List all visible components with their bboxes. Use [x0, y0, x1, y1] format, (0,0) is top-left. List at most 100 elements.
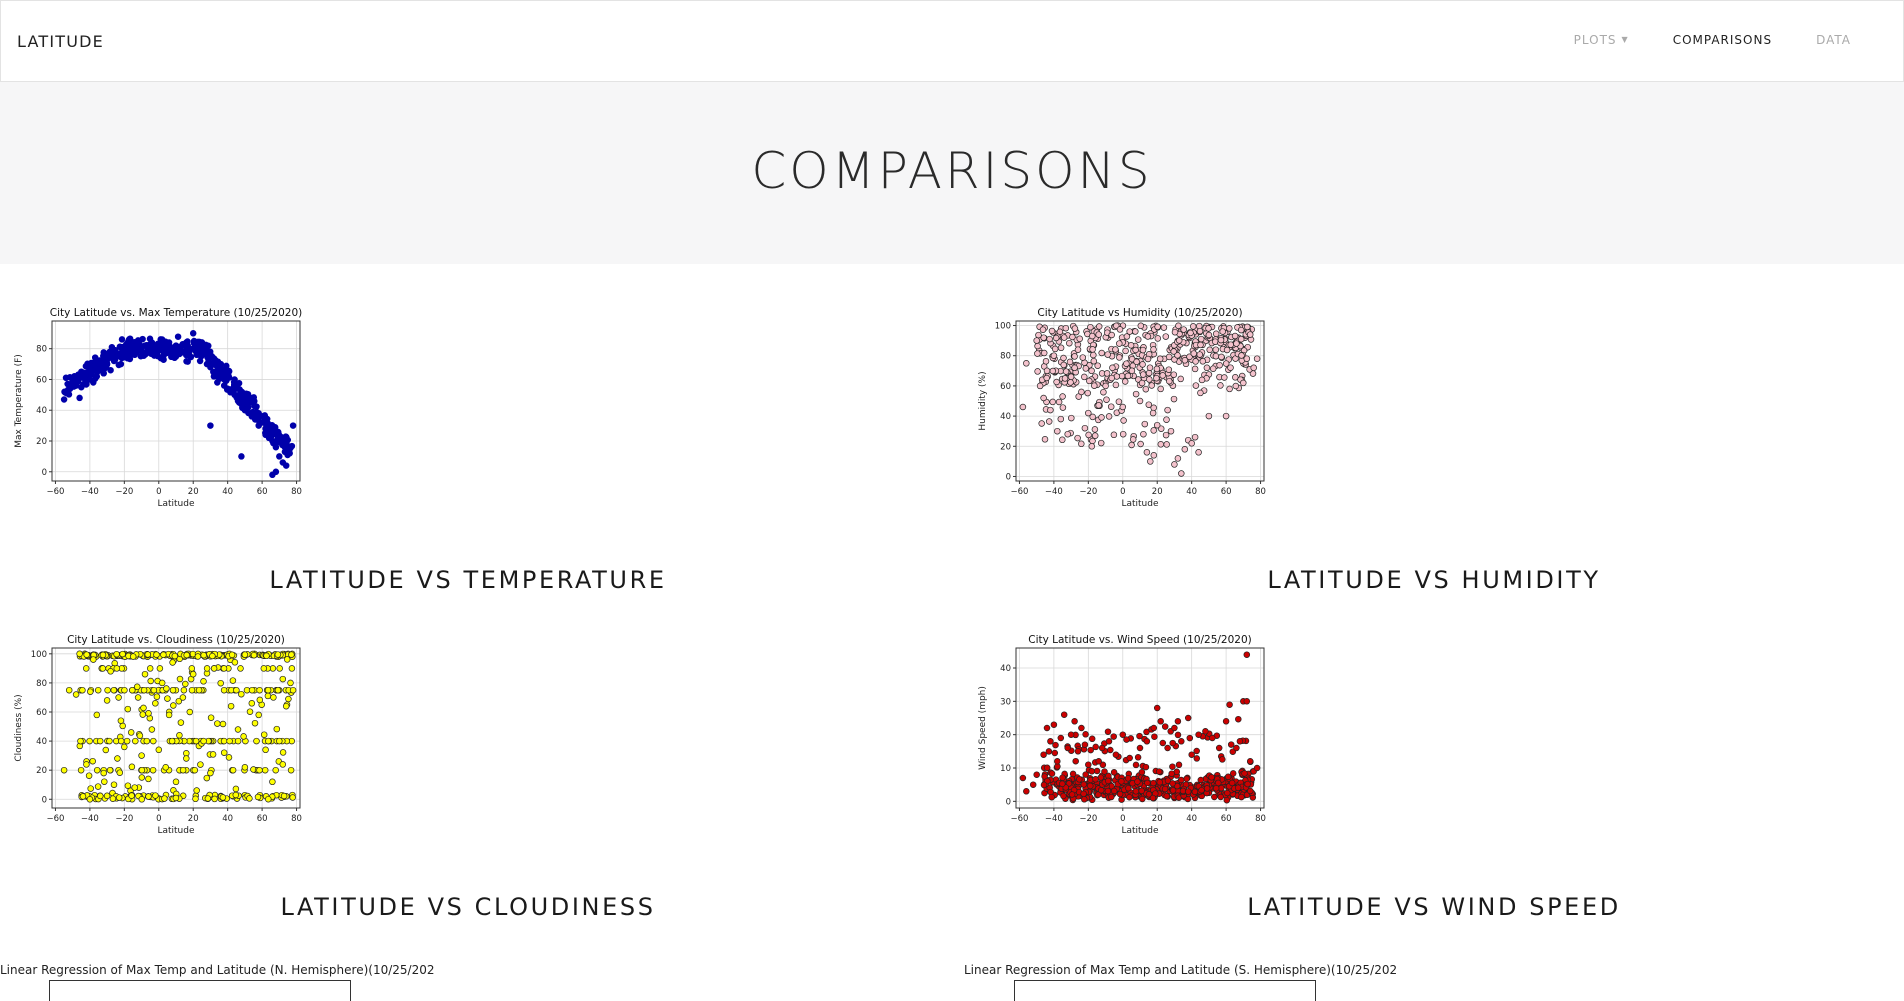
- data-point: [282, 702, 290, 710]
- data-point: [288, 442, 296, 450]
- data-point: [79, 686, 86, 694]
- data-point: [1153, 374, 1160, 382]
- data-point: [276, 453, 283, 460]
- data-point: [1084, 389, 1091, 397]
- data-point: [1104, 351, 1111, 358]
- data-point: [1019, 403, 1027, 411]
- data-point: [87, 688, 94, 695]
- data-point: [1034, 350, 1041, 357]
- data-point: [1197, 335, 1205, 343]
- data-point: [1067, 731, 1075, 738]
- data-point: [1142, 385, 1150, 393]
- data-point: [1057, 415, 1065, 423]
- data-point: [197, 761, 204, 768]
- data-point: [1060, 354, 1067, 362]
- data-point: [265, 737, 272, 745]
- data-point: [1237, 335, 1245, 343]
- data-point: [224, 370, 231, 377]
- data-point: [1212, 330, 1220, 338]
- data-point: [1089, 346, 1096, 353]
- data-point: [1108, 331, 1115, 339]
- data-point: [1233, 744, 1240, 752]
- data-point: [1072, 757, 1079, 765]
- data-point: [150, 686, 158, 694]
- data-point: [1212, 352, 1220, 360]
- data-point: [1189, 323, 1197, 330]
- data-point: [1147, 458, 1154, 465]
- data-point: [1112, 751, 1120, 758]
- data-point: [1085, 761, 1092, 768]
- data-point: [188, 665, 196, 672]
- data-point: [196, 357, 204, 365]
- data-point: [1051, 345, 1059, 353]
- data-point: [1116, 340, 1123, 347]
- data-point: [264, 692, 272, 700]
- data-point: [1095, 331, 1102, 338]
- data-point: [1224, 789, 1231, 797]
- data-point: [1192, 382, 1200, 389]
- data-point: [217, 360, 225, 368]
- y-tick-label: 80: [36, 679, 47, 689]
- data-point: [1164, 744, 1171, 752]
- data-point: [1078, 388, 1085, 396]
- x-tick-label: 60: [257, 487, 268, 497]
- data-point: [1217, 336, 1225, 344]
- data-point: [1141, 420, 1149, 428]
- data-point: [220, 686, 228, 694]
- data-point: [1079, 354, 1087, 361]
- data-point: [1057, 344, 1065, 352]
- data-point: [1043, 374, 1050, 382]
- data-point: [1253, 764, 1261, 772]
- data-point: [172, 778, 180, 786]
- x-tick-label: −60: [1010, 814, 1028, 824]
- regression-plot-frame-north: [49, 980, 351, 1001]
- data-point: [1036, 382, 1044, 390]
- data-point: [107, 366, 114, 374]
- nav-link-comparisons[interactable]: COMPARISONS: [1672, 33, 1773, 47]
- data-point: [1060, 361, 1067, 369]
- data-point: [1199, 358, 1207, 365]
- nav-link-plots[interactable]: PLOTS ▼: [1574, 33, 1629, 47]
- data-point: [1132, 390, 1140, 398]
- data-point: [219, 794, 227, 801]
- data-point: [1067, 373, 1075, 381]
- data-point: [1221, 374, 1228, 381]
- data-point: [1132, 328, 1139, 335]
- data-point: [1101, 768, 1108, 775]
- data-point: [169, 659, 176, 666]
- data-point: [205, 355, 212, 363]
- data-point: [1100, 388, 1107, 396]
- brand-logo[interactable]: LATITUDE: [17, 32, 104, 51]
- data-point: [220, 749, 228, 756]
- data-point: [1164, 406, 1171, 414]
- data-point: [1203, 785, 1211, 792]
- data-point: [225, 754, 233, 761]
- data-point: [217, 679, 224, 687]
- data-point: [1071, 718, 1078, 725]
- plot-frame: [1015, 647, 1265, 809]
- data-point: [238, 453, 245, 460]
- data-point: [1191, 365, 1199, 373]
- data-point: [1097, 439, 1105, 447]
- data-point: [151, 352, 158, 359]
- data-point: [1215, 744, 1223, 752]
- data-point: [168, 737, 176, 745]
- data-point: [1040, 349, 1048, 357]
- data-point: [155, 746, 163, 754]
- data-point: [1137, 440, 1144, 448]
- nav-link-data[interactable]: DATA: [1816, 33, 1851, 47]
- plot-area: [52, 321, 300, 481]
- data-point: [1080, 790, 1087, 798]
- data-point: [147, 677, 154, 685]
- data-point: [1138, 768, 1146, 776]
- x-tick-label: 20: [1152, 487, 1163, 497]
- x-tick-label: 60: [257, 814, 268, 824]
- data-point: [86, 796, 94, 803]
- data-point: [1064, 430, 1071, 438]
- x-tick-label: 40: [1186, 814, 1197, 824]
- data-point: [1053, 378, 1060, 386]
- x-tick-label: −40: [81, 487, 99, 497]
- data-point: [1203, 364, 1211, 372]
- page-title: COMPARISONS: [751, 142, 1153, 200]
- data-point: [97, 792, 104, 800]
